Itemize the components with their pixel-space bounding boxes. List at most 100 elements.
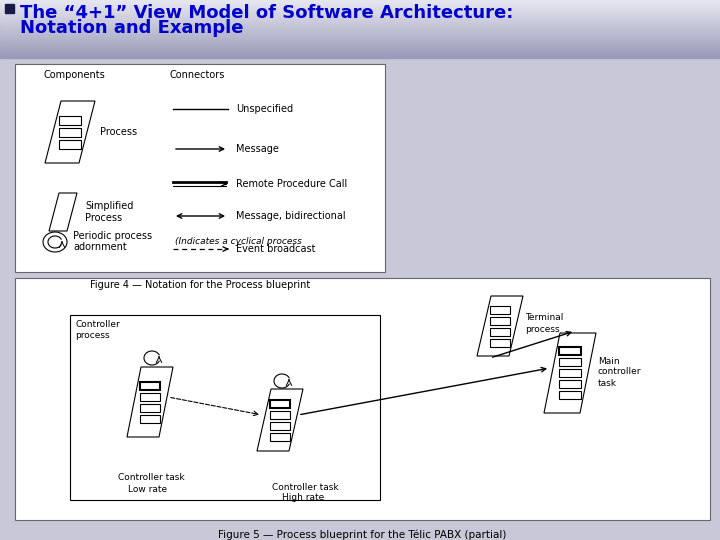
Bar <box>0 9 720 10</box>
Bar <box>0 48 720 49</box>
Bar <box>0 47 720 48</box>
Bar <box>0 26 720 27</box>
Bar <box>15 64 385 272</box>
Bar <box>559 369 581 377</box>
Polygon shape <box>49 193 77 231</box>
Bar <box>0 31 720 32</box>
Text: Unspecified: Unspecified <box>236 104 293 114</box>
Text: The “4+1” View Model of Software Architecture:: The “4+1” View Model of Software Archite… <box>20 4 513 22</box>
Text: Connectors: Connectors <box>170 70 225 80</box>
Bar <box>0 43 720 44</box>
Bar <box>140 403 160 411</box>
Polygon shape <box>477 296 523 356</box>
Bar <box>0 25 720 26</box>
Bar <box>0 46 720 47</box>
Bar <box>0 32 720 33</box>
Bar <box>0 2 720 3</box>
Bar <box>0 35 720 36</box>
Bar <box>0 7 720 8</box>
Polygon shape <box>257 389 303 451</box>
Bar <box>0 39 720 40</box>
Bar <box>0 28 720 29</box>
Bar <box>0 12 720 13</box>
Bar <box>0 4 720 5</box>
Bar <box>59 139 81 148</box>
Bar <box>0 19 720 20</box>
Bar <box>0 33 720 34</box>
Bar <box>490 316 510 325</box>
Bar <box>0 30 720 31</box>
Bar <box>0 56 720 57</box>
Text: Terminal: Terminal <box>525 314 563 322</box>
Text: Message, bidirectional: Message, bidirectional <box>236 211 346 221</box>
Bar <box>0 8 720 9</box>
Text: Figure 5 — Process blueprint for the Télic PABX (partial): Figure 5 — Process blueprint for the Tél… <box>218 530 506 540</box>
Bar <box>559 380 581 388</box>
Bar <box>0 15 720 16</box>
Bar <box>0 38 720 39</box>
Text: Controller: Controller <box>75 320 120 329</box>
Text: Simplified: Simplified <box>85 201 133 211</box>
Bar <box>140 415 160 422</box>
Bar <box>490 339 510 347</box>
Bar <box>59 116 81 125</box>
Bar <box>0 42 720 43</box>
Bar <box>0 16 720 17</box>
Text: High rate: High rate <box>282 492 324 502</box>
Bar <box>0 34 720 35</box>
Text: Controller task: Controller task <box>272 483 338 491</box>
Text: Periodic process: Periodic process <box>73 231 152 241</box>
Bar <box>0 40 720 41</box>
Bar <box>0 36 720 37</box>
Text: Process: Process <box>100 127 137 137</box>
Text: Event broadcast: Event broadcast <box>236 244 315 254</box>
Bar <box>15 278 710 520</box>
Text: Notation and Example: Notation and Example <box>20 19 243 37</box>
Bar <box>559 347 581 355</box>
Bar <box>0 57 720 58</box>
Bar <box>270 410 290 418</box>
Polygon shape <box>45 101 95 163</box>
Bar <box>0 20 720 21</box>
Polygon shape <box>127 367 173 437</box>
Polygon shape <box>544 333 596 413</box>
Bar <box>0 1 720 2</box>
Bar <box>0 13 720 14</box>
Bar <box>490 306 510 314</box>
Bar <box>0 37 720 38</box>
Bar <box>270 422 290 429</box>
Bar <box>0 24 720 25</box>
Bar <box>270 400 290 408</box>
Bar <box>0 51 720 52</box>
Bar <box>0 44 720 45</box>
Bar <box>0 22 720 23</box>
Bar <box>0 49 720 50</box>
Bar <box>5 4 14 13</box>
Bar <box>70 315 380 500</box>
Bar <box>0 0 720 1</box>
Bar <box>0 45 720 46</box>
Bar <box>0 5 720 6</box>
Text: Process: Process <box>85 213 122 223</box>
Bar <box>0 52 720 53</box>
Text: Low rate: Low rate <box>128 484 167 494</box>
Text: process: process <box>525 326 559 334</box>
Bar <box>0 3 720 4</box>
Ellipse shape <box>43 232 67 252</box>
Bar <box>140 381 160 389</box>
Text: task: task <box>598 379 617 388</box>
Text: process: process <box>75 331 109 340</box>
Bar <box>0 27 720 28</box>
Bar <box>0 17 720 18</box>
Bar <box>0 21 720 22</box>
Text: Message: Message <box>236 144 279 154</box>
Bar <box>0 55 720 56</box>
Bar <box>0 10 720 11</box>
Bar <box>140 393 160 401</box>
Bar <box>0 54 720 55</box>
Text: (Indicates a cyclical process: (Indicates a cyclical process <box>175 238 302 246</box>
Text: Main: Main <box>598 356 620 366</box>
Bar <box>0 23 720 24</box>
Bar <box>0 14 720 15</box>
Text: Components: Components <box>43 70 104 80</box>
